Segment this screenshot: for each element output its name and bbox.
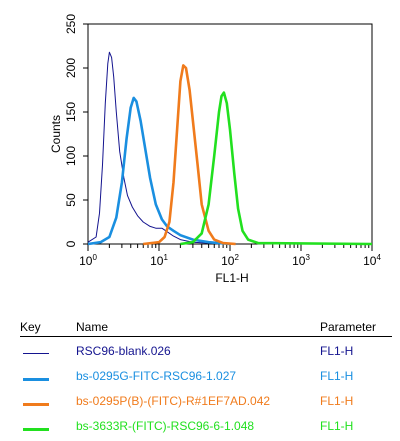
x-tick-exponent: 0 — [92, 253, 97, 262]
x-tick-base: 10 — [292, 254, 306, 268]
y-tick-label: 50 — [64, 193, 78, 207]
legend-series-name: bs-0295P(B)-(FITC)-R#1EF7AD.042 — [76, 394, 271, 408]
y-axis-title: Counts — [49, 115, 63, 153]
legend-swatch — [23, 353, 49, 354]
legend-row: bs-3633R-(FITC)-RSC96-6-1.048 FL1-H — [20, 416, 392, 441]
x-tick-label: 101 — [150, 253, 168, 268]
y-tick-label: 150 — [64, 102, 78, 122]
legend-header: Key Name Parameter — [20, 318, 392, 336]
x-tick-exponent: 3 — [305, 253, 310, 262]
legend-series-name: RSC96-blank.026 — [76, 344, 171, 358]
legend-parameter: FL1-H — [320, 419, 354, 433]
legend-table: Key Name Parameter RSC96-blank.026 FL1-H b… — [20, 318, 392, 441]
histogram-series-4 — [180, 91, 373, 246]
legend-parameter: FL1-H — [320, 394, 354, 408]
x-tick-exponent: 2 — [234, 253, 239, 262]
histogram-series-2 — [87, 96, 231, 246]
x-axis-title: FL1-H — [215, 271, 248, 285]
legend-parameter: FL1-H — [320, 344, 354, 358]
legend-row: RSC96-blank.026 FL1-H — [20, 341, 392, 366]
legend-header-key: Key — [20, 320, 41, 334]
x-tick-label: 103 — [292, 253, 310, 268]
x-tick-label: 102 — [221, 253, 239, 268]
legend-divider — [20, 336, 392, 337]
y-tick-label: 200 — [64, 58, 78, 78]
legend-swatch — [23, 378, 49, 381]
y-tick-label: 100 — [64, 146, 78, 166]
legend-header-name: Name — [76, 320, 109, 334]
x-tick-label: 104 — [363, 253, 381, 268]
legend-row: bs-0295P(B)-(FITC)-R#1EF7AD.042 FL1-H — [20, 391, 392, 416]
x-tick-base: 10 — [150, 254, 164, 268]
x-tick-base: 10 — [79, 254, 93, 268]
legend-parameter: FL1-H — [320, 369, 354, 383]
histogram-series-3 — [143, 64, 236, 246]
y-tick-label: 250 — [64, 14, 78, 34]
histogram-series-1 — [87, 51, 231, 245]
y-tick-label: 0 — [64, 240, 78, 247]
x-tick-label: 100 — [79, 253, 97, 268]
x-tick-base: 10 — [363, 254, 377, 268]
legend-series-name: bs-0295G-FITC-RSC96-1.027 — [76, 369, 237, 383]
x-tick-exponent: 1 — [163, 253, 168, 262]
legend-row: bs-0295G-FITC-RSC96-1.027 FL1-H — [20, 366, 392, 391]
x-tick-exponent: 4 — [376, 253, 381, 262]
legend-series-name: bs-3633R-(FITC)-RSC96-6-1.048 — [76, 419, 255, 433]
legend-header-parameter: Parameter — [320, 320, 377, 334]
x-tick-base: 10 — [221, 254, 235, 268]
legend-swatch — [23, 403, 49, 406]
legend-swatch — [23, 428, 49, 431]
